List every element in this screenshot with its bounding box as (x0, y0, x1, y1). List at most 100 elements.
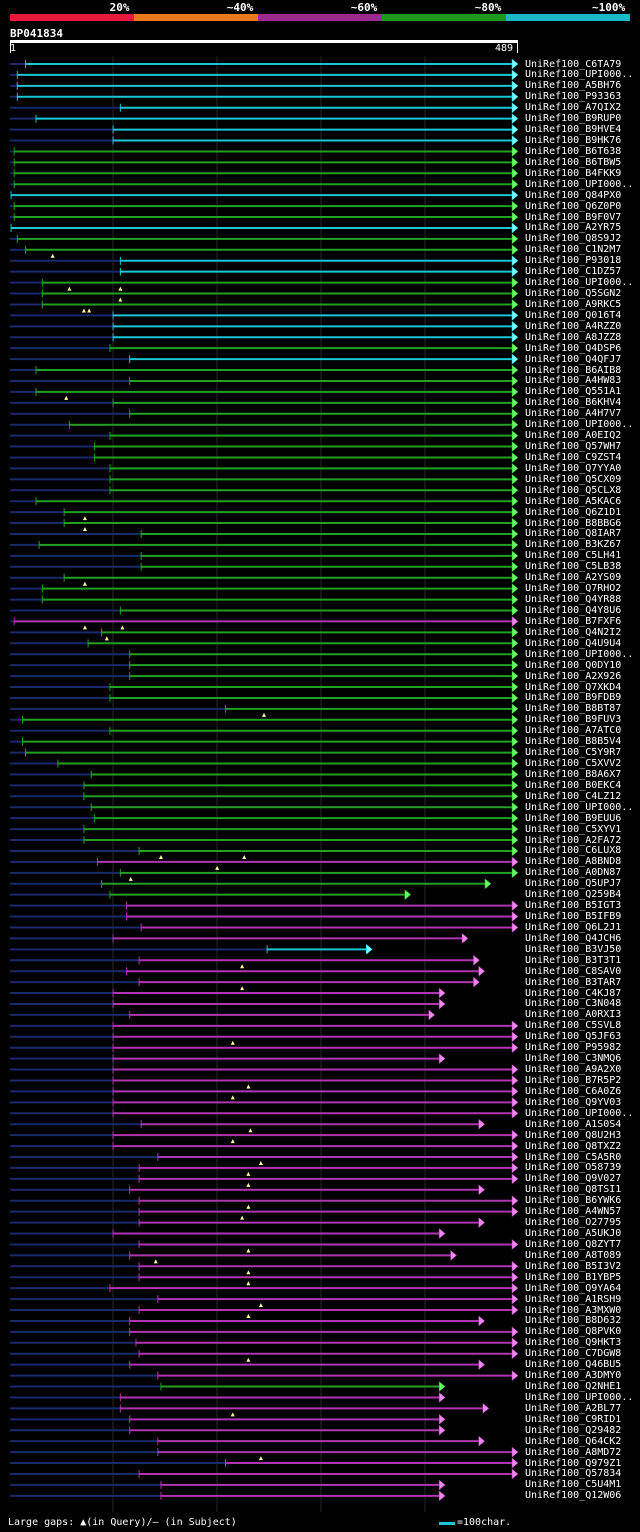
hit-label[interactable]: UniRef100_B1YBP5 (525, 1271, 622, 1283)
hit-label[interactable]: UniRef100_Q6Z0P0 (525, 200, 622, 212)
hit-label[interactable]: UniRef100_C1N2M7 (525, 244, 622, 256)
hit-label[interactable]: UniRef100_B9RUP0 (525, 113, 622, 125)
hit-label[interactable]: UniRef100_Q7RHO2 (525, 583, 622, 595)
hit-label[interactable]: UniRef100_B9FDB9 (525, 692, 622, 704)
hit-label[interactable]: UniRef100_B7R5P2 (525, 1074, 622, 1086)
hit-label[interactable]: UniRef100_A9A2X0 (525, 1064, 622, 1076)
hit-label[interactable]: UniRef100_A8JZZ8 (525, 331, 622, 343)
hit-label[interactable]: UniRef100_Q016T4 (525, 309, 622, 321)
hit-label[interactable]: UniRef100_A0EIQ2 (525, 430, 622, 442)
hit-label[interactable]: UniRef100_C5XVV2 (525, 758, 622, 770)
hit-label[interactable]: UniRef100_B6YWK6 (525, 1195, 622, 1207)
hit-label[interactable]: UniRef100_C1DZ57 (525, 266, 622, 278)
hit-label[interactable]: UniRef100_Q5UPJ7 (525, 878, 622, 890)
hit-label[interactable]: UniRef100_A3DMY0 (525, 1370, 622, 1382)
hit-label[interactable]: UniRef100_B9F0V7 (525, 211, 622, 223)
hit-label[interactable]: UniRef100_Q84PX0 (525, 189, 622, 201)
hit-label[interactable]: UniRef100_B9HK76 (525, 135, 622, 146)
hit-label[interactable]: UniRef100_Q57WH7 (525, 441, 622, 453)
hit-label[interactable]: UniRef100_B8D632 (525, 1315, 622, 1327)
hit-label[interactable]: UniRef100_P93363 (525, 91, 622, 103)
hit-label[interactable]: UniRef100_Q8S9J2 (525, 233, 622, 245)
hit-label[interactable]: UniRef100_B6KHV4 (525, 397, 622, 409)
hit-label[interactable]: UniRef100_P95982 (525, 1042, 622, 1054)
hit-label[interactable]: UniRef100_B0EKC4 (525, 779, 622, 791)
hit-label[interactable]: UniRef100_B4FKK9 (525, 167, 622, 179)
hit-label[interactable]: UniRef100_C5LB38 (525, 561, 622, 573)
hit-label[interactable]: UniRef100_C9ZST4 (525, 451, 622, 463)
hit-label[interactable]: UniRef100_Q6L2J1 (525, 921, 622, 933)
hit-label[interactable]: UniRef100_Q2NHE1 (525, 1381, 622, 1393)
hit-label[interactable]: UniRef100_UPI000.. (525, 801, 634, 813)
hit-label[interactable]: UniRef100_C4LZ12 (525, 790, 622, 802)
hit-label[interactable]: UniRef100_Q8ZYT7 (525, 1238, 622, 1250)
hit-label[interactable]: UniRef100_A8MD72 (525, 1446, 622, 1458)
hit-label[interactable]: UniRef100_C6LUX8 (525, 845, 622, 857)
hit-label[interactable]: UniRef100_Q9HKT3 (525, 1337, 622, 1349)
hit-label[interactable]: UniRef100_B6TBW5 (525, 156, 622, 168)
hit-label[interactable]: UniRef100_A2YR75 (525, 222, 622, 234)
hit-label[interactable]: UniRef100_B8A6X7 (525, 768, 622, 780)
hit-label[interactable]: UniRef100_UPI000.. (525, 419, 634, 431)
hit-label[interactable]: UniRef100_A2YS09 (525, 572, 622, 584)
hit-label[interactable]: UniRef100_A2X926 (525, 670, 622, 682)
hit-label[interactable]: UniRef100_A4WN57 (525, 1206, 622, 1218)
hit-label[interactable]: UniRef100_B5IGT3 (525, 900, 622, 912)
hit-label[interactable]: UniRef100_C9RID1 (525, 1413, 622, 1425)
hit-label[interactable]: UniRef100_A9RKC5 (525, 298, 622, 310)
hit-label[interactable]: UniRef100_UPI000.. (525, 648, 634, 660)
hit-label[interactable]: UniRef100_B7FXF6 (525, 615, 622, 627)
hit-label[interactable]: UniRef100_C5XYV1 (525, 823, 622, 835)
hit-label[interactable]: UniRef100_Q8PVK0 (525, 1326, 622, 1338)
hit-label[interactable]: UniRef100_Q9YV03 (525, 1096, 622, 1108)
hit-label[interactable]: UniRef100_A2BL77 (525, 1402, 622, 1414)
hit-label[interactable]: UniRef100_Q979Z1 (525, 1457, 622, 1469)
hit-label[interactable]: UniRef100_Q4U9U4 (525, 637, 622, 649)
hit-label[interactable]: UniRef100_Q0DY10 (525, 659, 622, 671)
hit-label[interactable]: UniRef100_Q8U2H3 (525, 1129, 622, 1141)
hit-label[interactable]: UniRef100_A5KAC6 (525, 495, 622, 507)
hit-label[interactable]: UniRef100_A5BH76 (525, 80, 622, 92)
hit-label[interactable]: UniRef100_Q8TSI1 (525, 1184, 622, 1196)
hit-label[interactable]: UniRef100_B8B5V4 (525, 736, 622, 748)
hit-label[interactable]: UniRef100_Q6Z1D1 (525, 506, 622, 518)
hit-label[interactable]: UniRef100_B5I3V2 (525, 1260, 622, 1272)
hit-label[interactable]: UniRef100_UPI000.. (525, 1391, 634, 1403)
hit-label[interactable]: UniRef100_Q12W06 (525, 1490, 622, 1502)
hit-label[interactable]: UniRef100_C5LH41 (525, 550, 622, 562)
hit-label[interactable]: UniRef100_B3TAR7 (525, 976, 622, 988)
hit-label[interactable]: UniRef100_Q9V027 (525, 1173, 622, 1185)
hit-label[interactable]: UniRef100_Q551A1 (525, 386, 622, 398)
hit-label[interactable]: UniRef100_Q4QFJ7 (525, 353, 622, 365)
hit-label[interactable]: UniRef100_B6AIB8 (525, 364, 622, 376)
hit-label[interactable]: UniRef100_Q5JF63 (525, 1031, 622, 1043)
hit-label[interactable]: UniRef100_C5Y9R7 (525, 747, 622, 759)
hit-label[interactable]: UniRef100_C6A0Z6 (525, 1085, 622, 1097)
hit-label[interactable]: UniRef100_C3N048 (525, 998, 622, 1010)
hit-label[interactable]: UniRef100_Q4N2I2 (525, 626, 622, 638)
hit-label[interactable]: UniRef100_Q4DSP6 (525, 342, 622, 354)
hit-label[interactable]: UniRef100_A8BND8 (525, 856, 622, 868)
hit-label[interactable]: UniRef100_Q57834 (525, 1468, 622, 1480)
hit-label[interactable]: UniRef100_A0DN87 (525, 867, 622, 879)
hit-label[interactable]: UniRef100_UPI000.. (525, 277, 634, 289)
hit-label[interactable]: UniRef100_A3MXW0 (525, 1304, 622, 1316)
hit-label[interactable]: UniRef100_Q8IAR7 (525, 528, 622, 540)
hit-label[interactable]: UniRef100_A5UKJ0 (525, 1228, 622, 1239)
hit-label[interactable]: UniRef100_Q46BU5 (525, 1359, 622, 1371)
hit-label[interactable]: UniRef100_A4HW83 (525, 375, 622, 387)
hit-label[interactable]: UniRef100_C8SAV0 (525, 965, 622, 977)
hit-label[interactable]: UniRef100_A4H7V7 (525, 408, 622, 420)
hit-label[interactable]: UniRef100_Q4JCH6 (525, 932, 622, 944)
hit-label[interactable]: UniRef100_B9HVE4 (525, 124, 622, 136)
hit-label[interactable]: UniRef100_B6T638 (525, 145, 622, 157)
hit-label[interactable]: UniRef100_Q4Y8U6 (525, 605, 622, 616)
hit-label[interactable]: UniRef100_P93018 (525, 255, 622, 267)
hit-label[interactable]: UniRef100_UPI000.. (525, 69, 634, 81)
hit-label[interactable]: UniRef100_A1S0S4 (525, 1118, 622, 1130)
hit-label[interactable]: UniRef100_Q7YYA0 (525, 462, 622, 474)
hit-label[interactable]: UniRef100_Q5SGN2 (525, 288, 622, 300)
hit-label[interactable]: UniRef100_Q29482 (525, 1424, 622, 1436)
hit-label[interactable]: UniRef100_B3T3T1 (525, 954, 622, 966)
hit-label[interactable]: UniRef100_B8BT87 (525, 703, 622, 715)
